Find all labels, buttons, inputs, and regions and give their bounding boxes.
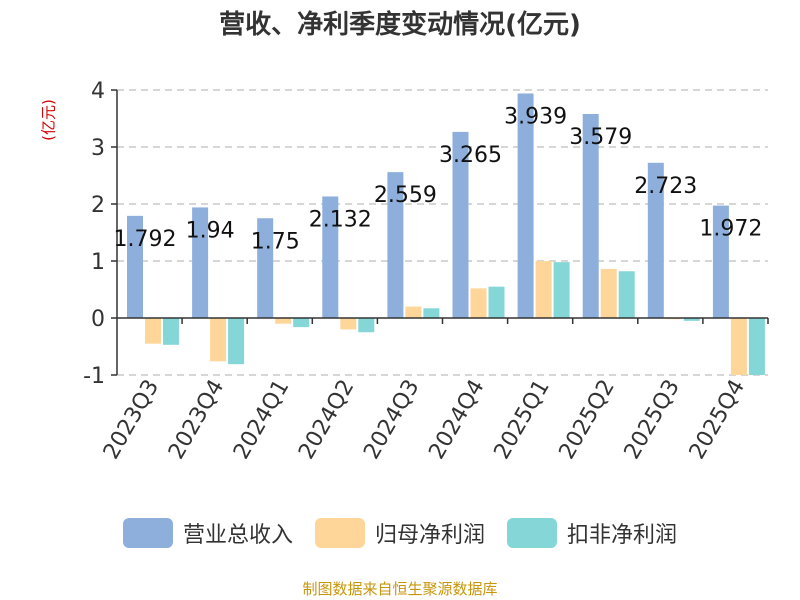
revenue-data-label: 2.132: [309, 207, 372, 232]
revenue-data-label: 1.972: [699, 217, 762, 242]
parent-net-profit-bar[interactable]: [600, 268, 617, 318]
revenue-bar[interactable]: [452, 131, 469, 318]
y-tick-label: 4: [91, 79, 105, 104]
y-tick-label: -1: [83, 364, 105, 389]
revenue-data-label: 1.94: [186, 218, 235, 243]
revenue-data-label: 2.723: [634, 174, 697, 199]
x-tick-label: 2025Q2: [555, 376, 620, 464]
parent-net-profit-bar[interactable]: [210, 318, 227, 362]
revenue-bar[interactable]: [387, 172, 404, 318]
parent-net-profit-bar[interactable]: [340, 318, 357, 330]
x-tick-label: 2024Q3: [359, 376, 424, 464]
x-tick-label: 2023Q3: [99, 376, 164, 464]
deducted-net-profit-bar[interactable]: [553, 262, 570, 318]
legend-item-revenue[interactable]: 营业总收入: [122, 517, 293, 549]
legend: 营业总收入 归母净利润 扣非净利润: [0, 517, 800, 549]
y-tick-label: 2: [91, 193, 105, 218]
revenue-bar[interactable]: [192, 207, 209, 318]
deducted-net-profit-bar[interactable]: [748, 318, 765, 375]
revenue-bar[interactable]: [127, 215, 143, 318]
parent-net-profit-bar[interactable]: [145, 318, 161, 344]
deducted-net-profit-bar[interactable]: [228, 318, 245, 365]
chart-title: 营收、净利季度变动情况(亿元): [219, 10, 581, 40]
x-tick-label: 2024Q4: [424, 376, 489, 464]
deducted-net-profit-bar[interactable]: [163, 318, 179, 345]
revenue-bar[interactable]: [712, 205, 729, 318]
revenue-data-label: 3.939: [504, 104, 567, 129]
revenue-bar[interactable]: [257, 218, 274, 318]
revenue-bar[interactable]: [582, 113, 599, 318]
y-tick-label: 0: [91, 307, 105, 332]
legend-item-parent-net-profit[interactable]: 归母净利润: [314, 517, 485, 549]
legend-swatch-revenue: [122, 518, 173, 548]
revenue-data-label: 3.265: [439, 143, 502, 168]
deducted-net-profit-bar[interactable]: [618, 271, 635, 318]
y-tick-label: 3: [91, 136, 105, 161]
parent-net-profit-bar[interactable]: [275, 318, 292, 324]
revenue-bar[interactable]: [322, 196, 339, 318]
x-tick-label: 2025Q1: [489, 376, 554, 464]
parent-net-profit-bar[interactable]: [470, 288, 487, 318]
revenue-data-label: 3.579: [569, 125, 632, 150]
legend-label-parent-net-profit: 归母净利润: [374, 523, 485, 548]
source-note: 制图数据来自恒生聚源数据库: [302, 580, 498, 598]
parent-net-profit-bar[interactable]: [405, 306, 422, 318]
data-labels: 1.792 1.94 1.75 2.1322.5593.2653.9393.5792.…: [114, 104, 763, 254]
x-tick-label: 2023Q4: [164, 376, 229, 464]
revenue-data-label: 1.792: [114, 227, 177, 252]
x-tick-label: 2025Q4: [685, 376, 750, 464]
bars: [127, 93, 765, 375]
deducted-net-profit-bar[interactable]: [293, 318, 310, 328]
parent-net-profit-bar[interactable]: [730, 318, 747, 375]
deducted-net-profit-bar[interactable]: [358, 318, 375, 333]
revenue-data-label: 2.559: [374, 183, 437, 208]
deducted-net-profit-bar[interactable]: [488, 286, 505, 318]
deducted-net-profit-bar[interactable]: [423, 308, 440, 318]
x-tick-label: 2024Q1: [229, 376, 294, 464]
x-tick-label: 2024Q2: [294, 376, 359, 464]
revenue-data-label: 1.75: [251, 229, 300, 254]
revenue-bar[interactable]: [517, 93, 534, 319]
legend-item-deducted-net-profit[interactable]: 扣非净利润: [507, 517, 677, 549]
revenue-bar[interactable]: [647, 162, 664, 318]
legend-label-revenue: 营业总收入: [182, 523, 293, 548]
legend-swatch-parent-net-profit: [314, 518, 365, 548]
parent-net-profit-bar[interactable]: [535, 261, 552, 318]
x-tick-label: 2025Q3: [620, 376, 685, 464]
deducted-net-profit-bar[interactable]: [683, 318, 700, 321]
legend-swatch-deducted-net-profit: [507, 518, 557, 548]
legend-label-deducted-net-profit: 扣非净利润: [567, 523, 678, 548]
y-tick-label: 1: [91, 250, 105, 275]
